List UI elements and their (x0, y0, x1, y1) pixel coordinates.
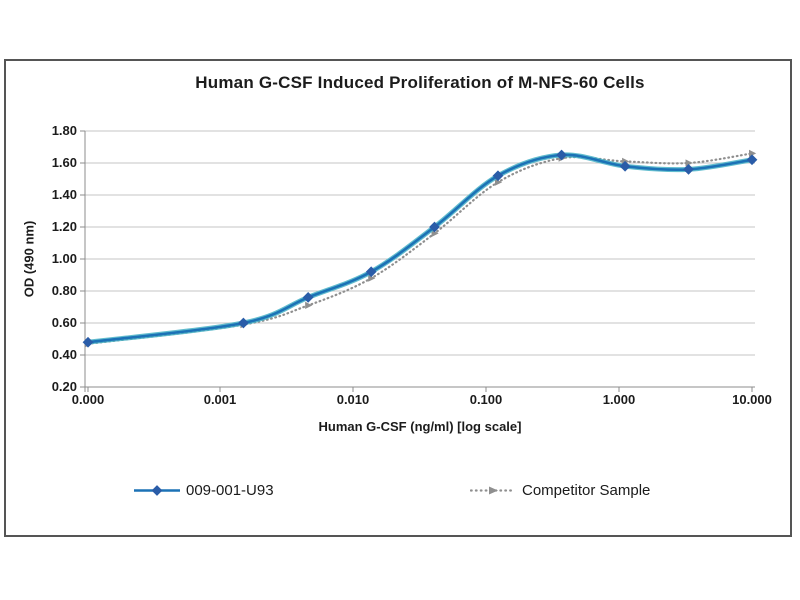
marker-product-diamond (492, 170, 504, 182)
marker-product-diamond (238, 317, 249, 329)
y-tick-label: 0.20 (51, 379, 77, 394)
chart-title: Human G-CSF Induced Proliferation of M-N… (195, 73, 645, 92)
product-series-legend-glyph (134, 485, 180, 496)
series-line-competitor (86, 152, 754, 345)
y-tick-label: 1.40 (51, 187, 77, 202)
marker-competitor-triangle (431, 229, 439, 237)
marker-product-diamond (556, 149, 567, 161)
legend-diamond-icon (151, 485, 163, 496)
marker-competitor-triangle (368, 274, 376, 282)
x-tick-label: 10.000 (732, 392, 772, 407)
chart-frame (4, 59, 792, 537)
y-tick-label: 0.60 (51, 315, 77, 330)
y-tick-label: 0.40 (51, 347, 77, 362)
marker-product-diamond (429, 221, 440, 233)
marker-product-diamond (302, 292, 314, 303)
marker-competitor-triangle (305, 301, 313, 309)
series-line-product (87, 153, 753, 344)
legend-label-product: 009-001-U93 (186, 482, 274, 499)
legend-item-product: 009-001-U93 (134, 482, 274, 499)
x-axis-title: Human G-CSF (ng/ml) [log scale] (318, 419, 522, 434)
y-tick-label: 1.80 (51, 123, 77, 138)
legend-label-competitor: Competitor Sample (522, 482, 651, 499)
x-tick-label: 0.000 (71, 392, 105, 407)
marker-product-diamond (619, 160, 631, 172)
marker-competitor-triangle (749, 149, 757, 157)
y-tick-label: 1.20 (51, 219, 77, 234)
x-tick-label: 1.000 (602, 392, 636, 407)
legend-item-competitor: Competitor Sample (470, 482, 650, 499)
x-tick-label: 0.010 (336, 392, 370, 407)
marker-product-diamond (82, 336, 94, 348)
marker-competitor-triangle (685, 159, 693, 167)
y-tick-label: 1.00 (51, 251, 77, 266)
x-tick-label: 0.100 (469, 392, 503, 407)
marker-competitor-triangle (494, 178, 503, 186)
series-line-product-glow (87, 152, 753, 345)
marker-product-diamond (683, 164, 694, 175)
marker-product-diamond (746, 154, 758, 166)
x-tick-label: 0.001 (203, 392, 237, 407)
legend-triangle-icon (489, 486, 498, 495)
competitor-series-legend-glyph (470, 486, 516, 495)
y-tick-label: 1.60 (51, 155, 77, 170)
marker-product-diamond (365, 266, 377, 278)
y-tick-label: 0.80 (51, 283, 77, 298)
